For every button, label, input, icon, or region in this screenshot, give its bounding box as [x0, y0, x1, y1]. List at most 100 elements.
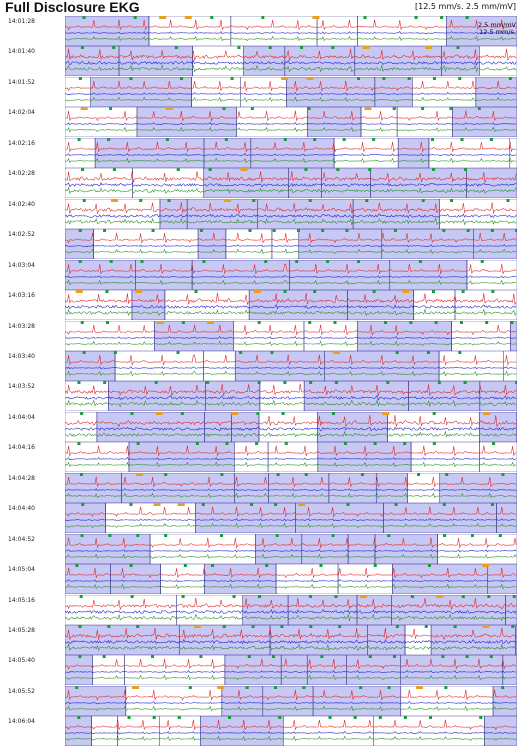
beat-marker-flagged [402, 290, 410, 294]
ekg-strip [65, 685, 517, 716]
beat-highlight [439, 472, 517, 503]
beat-marker [334, 594, 338, 598]
strip-time-label: 14:05:04 [8, 566, 35, 574]
beat-marker [458, 350, 462, 354]
beat-marker [105, 290, 109, 294]
beat-segment [439, 198, 517, 229]
ekg-strip [65, 442, 517, 473]
beat-marker [372, 137, 376, 141]
strip-time-label: 14:05:40 [8, 657, 35, 665]
ekg-strip [65, 503, 517, 534]
trace-lead-middle [65, 366, 517, 370]
beat-marker [164, 533, 168, 537]
beat-marker-flagged [156, 320, 164, 324]
beat-highlight [397, 137, 430, 168]
beat-segment [160, 564, 205, 595]
beat-highlight [408, 381, 481, 412]
beat-marker [440, 16, 444, 19]
beat-marker [363, 16, 367, 19]
strip-time-label: 14:04:28 [8, 474, 35, 482]
trace-lead-upper [65, 292, 517, 306]
beat-segment [105, 503, 196, 534]
beat-segment [413, 290, 456, 321]
beat-highlight [328, 472, 377, 503]
beat-marker-flagged [110, 198, 118, 202]
beat-highlight [298, 229, 383, 260]
beat-marker [328, 716, 332, 720]
beat-marker [78, 76, 82, 80]
beat-marker-flagged [436, 594, 444, 598]
beat-highlight [243, 46, 286, 77]
beat-segment [132, 168, 204, 199]
ekg-strip [65, 76, 517, 107]
trace-lead-middle [65, 182, 517, 188]
strip-legend: 2.5 mm/mV 12.5 mm/s. [478, 22, 516, 36]
beat-marker [127, 716, 131, 720]
beat-marker-flagged [281, 76, 289, 80]
beat-marker [308, 198, 312, 202]
strip-row: 14:03:04 [0, 259, 522, 290]
beat-marker [443, 533, 447, 537]
trace-lead-upper [65, 324, 517, 336]
beat-marker-flagged [298, 503, 306, 507]
beat-highlight [121, 472, 235, 503]
beat-segment [125, 685, 223, 716]
beat-segment [259, 381, 305, 412]
beat-marker [247, 655, 251, 659]
beat-marker [368, 655, 372, 659]
strip-row: 14:06:04 [0, 716, 522, 747]
beat-segment [191, 76, 241, 107]
beat-marker [464, 168, 468, 172]
beat-marker [442, 229, 446, 233]
beat-marker [232, 594, 236, 598]
beat-marker [176, 168, 180, 172]
ekg-strip [65, 259, 517, 290]
beat-highlight [65, 16, 150, 46]
strip-row: 14:01:52 [0, 76, 522, 107]
beat-marker [208, 168, 212, 172]
beat-marker [129, 76, 133, 80]
beat-segment [454, 290, 517, 321]
trace-lead-upper [65, 597, 517, 610]
beat-highlight [391, 594, 506, 625]
beat-segment [407, 472, 440, 503]
beat-marker [384, 320, 388, 324]
beat-marker-flagged [132, 685, 140, 689]
beat-segment [258, 411, 318, 442]
gain-label: 2.5 mm/mV [477, 21, 516, 29]
beat-segment [65, 198, 161, 229]
beat-segment [92, 655, 125, 686]
beat-marker [304, 168, 308, 172]
beat-highlight [268, 472, 330, 503]
beat-segment [234, 442, 269, 473]
strip-time-label: 14:03:52 [8, 383, 35, 391]
beat-marker [180, 411, 184, 415]
beat-marker [296, 229, 300, 233]
beat-highlight [286, 76, 376, 107]
beat-marker [107, 625, 111, 628]
trace-lead-middle [65, 213, 517, 219]
strip-row: 14:04:40 [0, 503, 522, 534]
beat-marker-flagged [165, 107, 173, 111]
beat-marker [250, 107, 254, 111]
beat-marker [510, 320, 514, 324]
beat-marker [219, 533, 223, 537]
beat-highlight [354, 46, 442, 77]
trace-lead-lower [65, 126, 517, 133]
beat-segment [303, 320, 358, 351]
beat-highlight [234, 472, 269, 503]
beat-marker [346, 503, 350, 507]
beat-marker [276, 472, 280, 476]
trace-lead-middle [65, 457, 517, 461]
beat-marker [393, 229, 397, 233]
beat-segment [412, 76, 477, 107]
strip-time-label: 14:01:52 [8, 78, 35, 86]
beat-marker [272, 655, 276, 659]
beat-marker [449, 107, 453, 111]
beat-marker [372, 290, 376, 294]
trace-lead-lower [65, 399, 517, 408]
beat-marker [202, 259, 206, 263]
beat-marker [167, 198, 171, 202]
beat-highlight [242, 594, 289, 625]
beat-marker [458, 76, 462, 80]
